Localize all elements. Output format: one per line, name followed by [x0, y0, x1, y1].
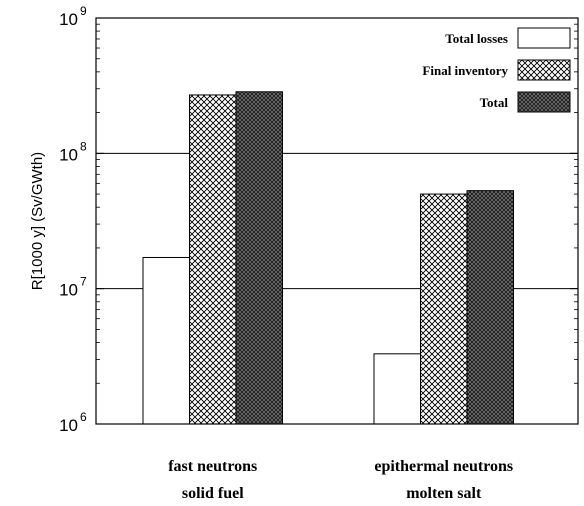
y-tick-exponent: 9	[80, 4, 87, 18]
bar-dark	[235, 91, 283, 425]
legend-swatch-dark	[517, 91, 571, 113]
legend: Total losses Final inventory Total	[422, 27, 571, 113]
bar-dark	[466, 190, 514, 425]
category-label-line1: fast neutrons	[168, 458, 257, 475]
y-tick-exponent: 6	[80, 410, 87, 424]
y-tick-label: 10	[59, 416, 78, 435]
legend-swatch-crosshatch	[517, 59, 571, 81]
y-tick-label: 10	[59, 10, 78, 29]
bars	[142, 91, 514, 425]
bar-white	[373, 353, 421, 425]
plot-frame	[95, 17, 579, 425]
bar-white	[142, 256, 190, 425]
legend-label: Total losses	[445, 31, 508, 46]
y-tick-label: 10	[59, 145, 78, 164]
y-tick-label: 10	[59, 281, 78, 300]
y-tick-exponent: 7	[80, 275, 87, 289]
legend-label: Total	[480, 95, 509, 110]
bar-crosshatch	[189, 94, 237, 425]
y-axis-label: R[1000 y] (Sv/GWth)	[29, 152, 46, 290]
category-label-line2: solid fuel	[182, 485, 244, 502]
legend-swatch-white	[517, 27, 571, 49]
category-label-line2: molten salt	[406, 485, 482, 502]
y-tick-exponent: 8	[80, 139, 87, 153]
category-label-line1: epithermal neutrons	[374, 458, 513, 475]
bar-crosshatch	[420, 193, 468, 425]
legend-label: Final inventory	[422, 63, 508, 78]
category-labels: fast neutrons solid fuel epithermal neutro…	[168, 458, 513, 502]
